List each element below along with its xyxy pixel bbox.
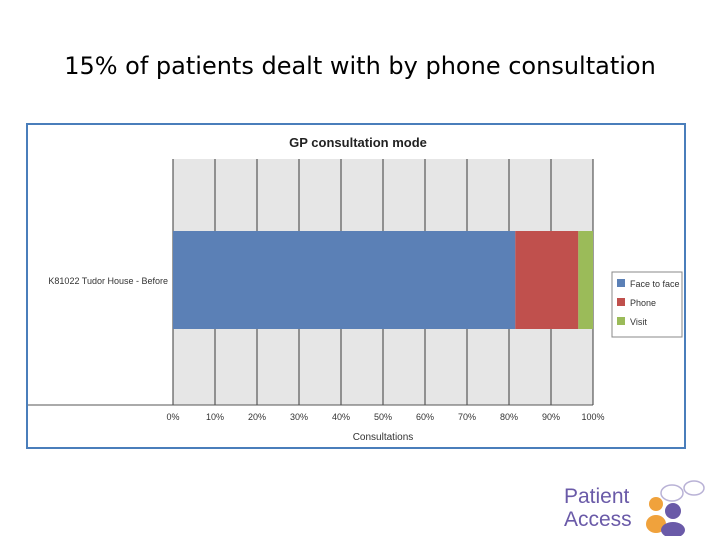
x-tick-label: 0% xyxy=(166,412,179,422)
slide-title: 15% of patients dealt with by phone cons… xyxy=(64,52,656,80)
x-tick-label: 90% xyxy=(542,412,560,422)
legend-entry: Phone xyxy=(630,298,656,308)
x-axis-label: Consultations xyxy=(353,432,414,443)
legend-entry: Face to face xyxy=(630,279,680,289)
x-tick-label: 60% xyxy=(416,412,434,422)
chart-frame: GP consultation mode 0% 10% 20% 30% 40% 50% 60%… xyxy=(26,123,686,449)
x-tick-label: 30% xyxy=(290,412,308,422)
people-icon xyxy=(646,480,705,536)
logo-text-line2: Access xyxy=(564,508,632,531)
patient-access-logo: Patient Access xyxy=(560,480,710,536)
category-label: K81022 Tudor House - Before xyxy=(48,276,168,286)
bar-segment xyxy=(173,231,516,329)
legend-swatch xyxy=(617,279,625,287)
legend-entry: Visit xyxy=(630,317,647,327)
x-tick-label: 10% xyxy=(206,412,224,422)
legend-swatch xyxy=(617,298,625,306)
x-tick-label: 20% xyxy=(248,412,266,422)
bar-segment xyxy=(578,231,593,329)
x-tick-label: 50% xyxy=(374,412,392,422)
bar-segment xyxy=(515,231,579,329)
x-tick-label: 70% xyxy=(458,412,476,422)
chart-title: GP consultation mode xyxy=(289,135,427,150)
logo-text-line1: Patient xyxy=(564,485,630,508)
chart: GP consultation mode 0% 10% 20% 30% 40% 50% 60%… xyxy=(28,135,683,443)
x-tick-label: 40% xyxy=(332,412,350,422)
x-tick-label: 80% xyxy=(500,412,518,422)
x-tick-label: 100% xyxy=(581,412,604,422)
legend-swatch xyxy=(617,317,625,325)
